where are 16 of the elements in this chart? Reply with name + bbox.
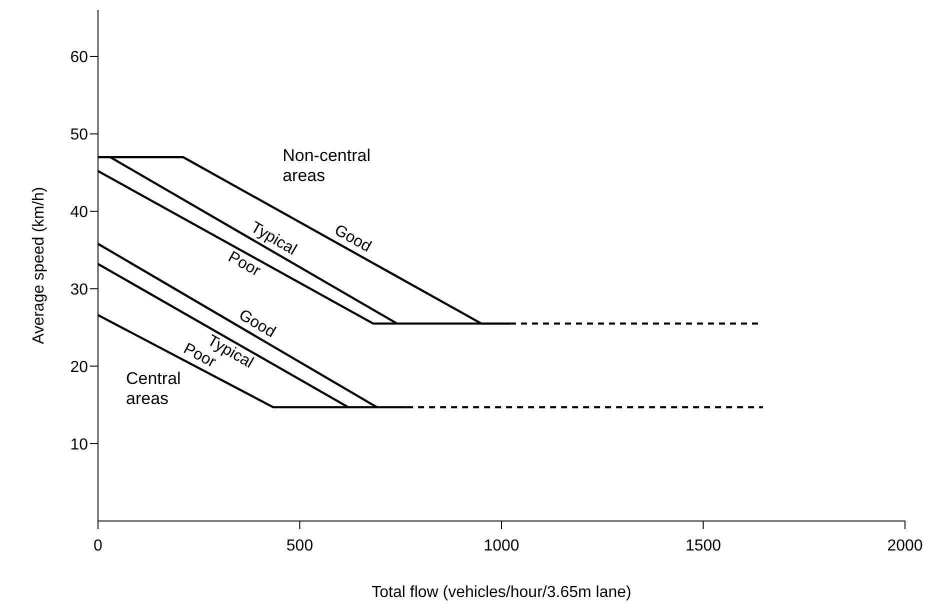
- y-tick-label: 30: [70, 281, 88, 298]
- y-tick-label: 50: [70, 126, 88, 144]
- text: Good: [331, 222, 374, 256]
- y-tick-label: 60: [70, 49, 88, 66]
- x-tick-label: 2000: [887, 537, 923, 554]
- annotation: Non-central areas: [282, 146, 370, 186]
- y-tick-label: 10: [70, 436, 88, 454]
- x-axis-title: Total flow (vehicles/hour/3.65m lane): [372, 584, 632, 601]
- x-tick-label: 1500: [685, 537, 722, 554]
- x-tick-label: 500: [286, 537, 314, 554]
- x-tick-label: 1000: [484, 537, 520, 554]
- x-tick-label: 0: [94, 537, 103, 554]
- y-axis-title: Average speed (km/h): [30, 186, 48, 344]
- y-tick-label: 40: [70, 204, 88, 221]
- y-tick-label: 20: [70, 358, 88, 376]
- annotation: Central areas: [126, 370, 181, 409]
